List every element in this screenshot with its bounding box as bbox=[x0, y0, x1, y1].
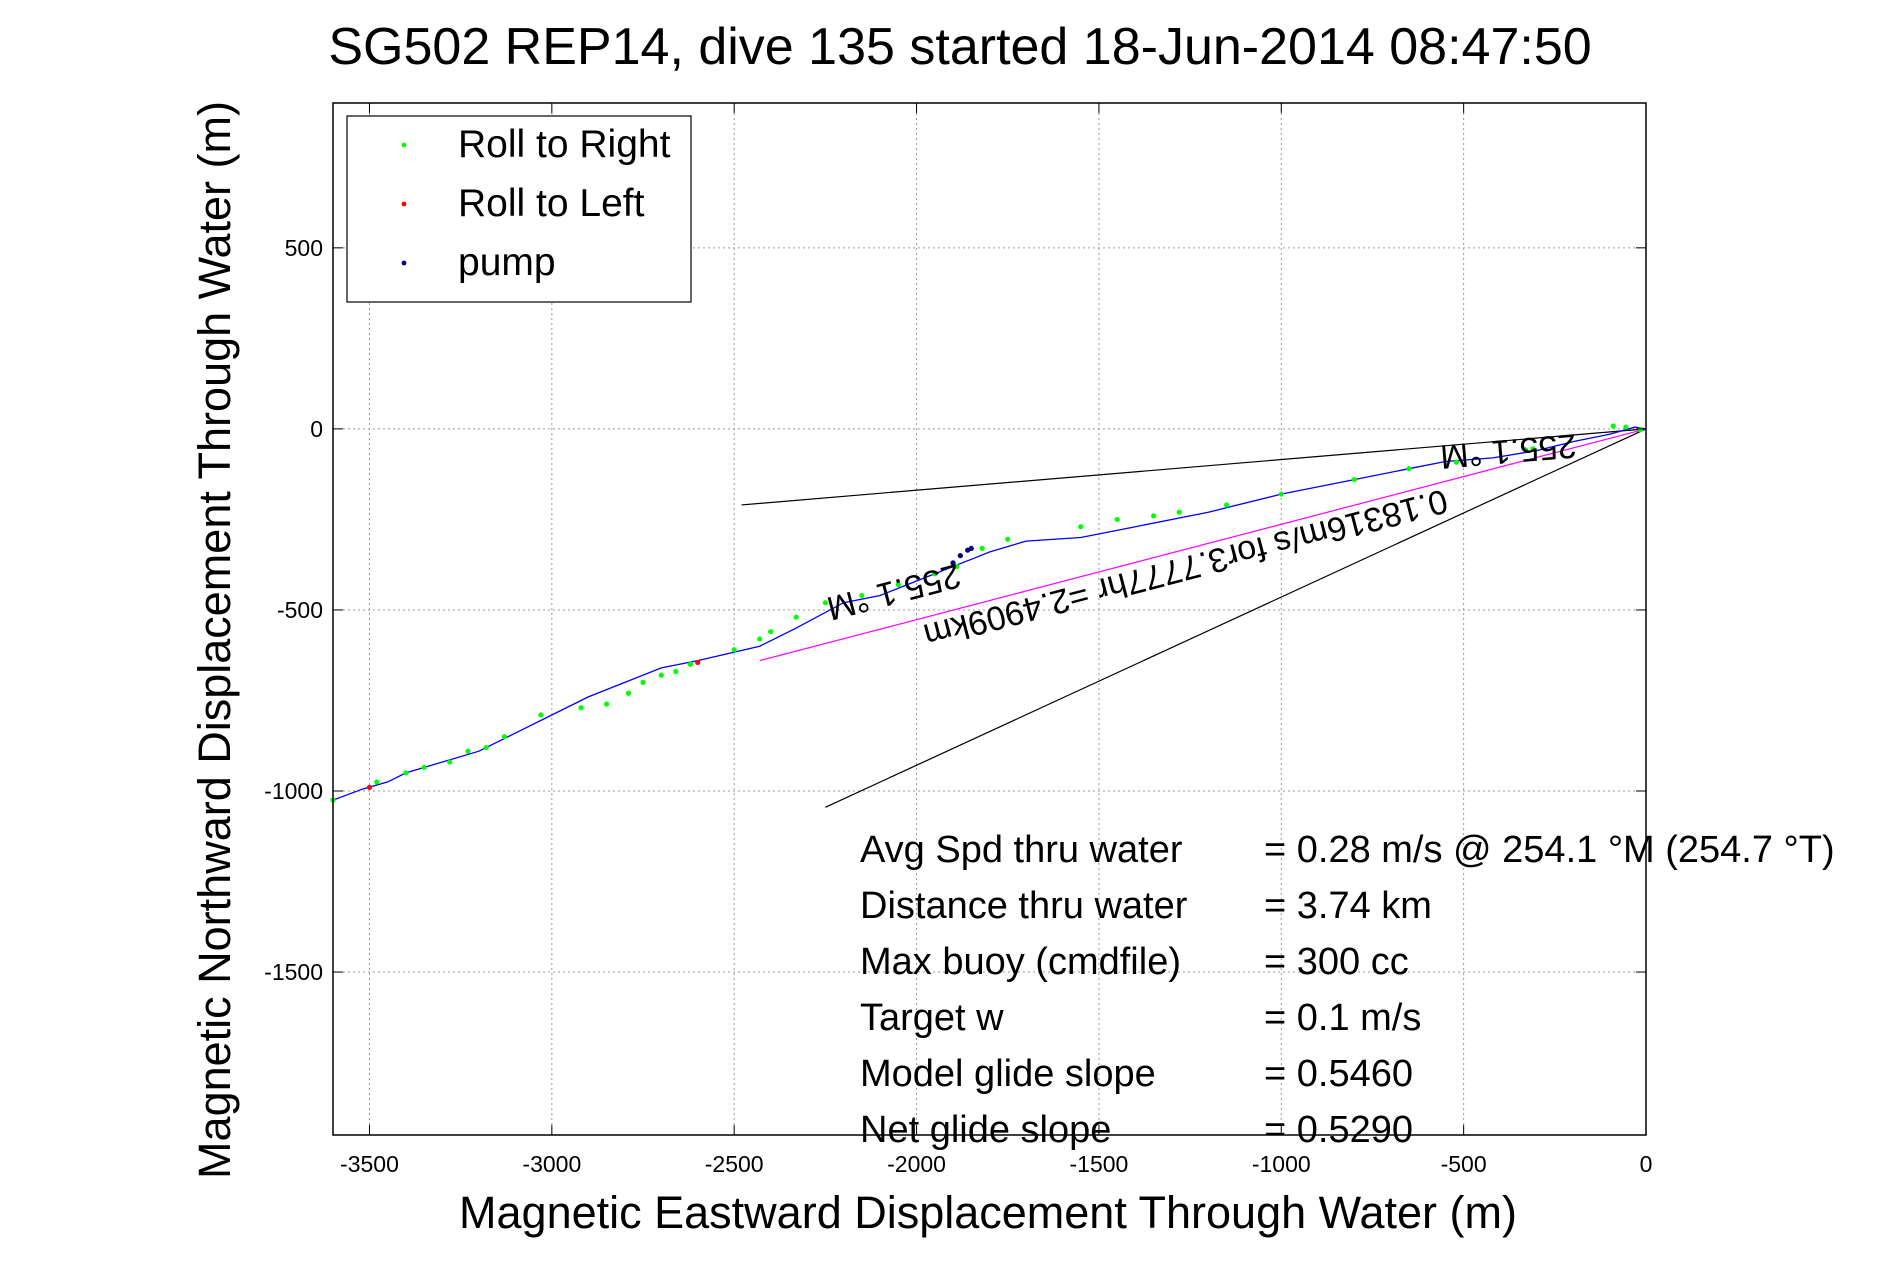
roll-right-point bbox=[421, 764, 427, 771]
y-axis-ticks: 500 0 -500 -1000 -1500 bbox=[264, 235, 1646, 985]
y-tick-label: -1000 bbox=[264, 778, 323, 804]
pump-point bbox=[950, 560, 956, 566]
roll-right-point bbox=[859, 592, 865, 599]
roll-right-point bbox=[1610, 423, 1616, 429]
roll-right-point bbox=[578, 705, 584, 711]
roll-right-point bbox=[465, 748, 471, 754]
roll-right-point bbox=[979, 545, 985, 551]
roll-right-point bbox=[1637, 427, 1644, 433]
roll-right-point bbox=[1078, 524, 1084, 530]
roll-right-point bbox=[640, 679, 646, 685]
roll-right-point bbox=[1176, 509, 1182, 515]
roll-right-point bbox=[687, 661, 694, 667]
annotation-line bbox=[759, 428, 1647, 662]
y-tick-label: -1500 bbox=[264, 959, 323, 985]
x-tick-label: -2000 bbox=[887, 1151, 946, 1177]
stat-label: Model glide slope bbox=[860, 1053, 1156, 1095]
stat-label: Max buoy (cmdfile) bbox=[860, 941, 1181, 983]
annotation-lines bbox=[741, 428, 1647, 808]
roll-right-point bbox=[822, 600, 828, 606]
rotated-labels: 255.1 °M 0.18316m/s for3.7777hr =2.4909km… bbox=[823, 426, 1578, 654]
roll-right-point bbox=[1623, 424, 1629, 430]
y-axis-label: Magnetic Northward Displacement Through … bbox=[189, 101, 240, 1179]
stat-value: = 0.1 m/s bbox=[1264, 997, 1421, 1039]
pump-point bbox=[957, 553, 963, 559]
stat-value: = 3.74 km bbox=[1264, 885, 1432, 927]
roll-right-point bbox=[1530, 446, 1536, 452]
roll-right-point bbox=[757, 636, 763, 642]
roll-right-point bbox=[1406, 466, 1412, 472]
legend-label: Roll to Right bbox=[458, 123, 671, 166]
roll-right-point bbox=[932, 571, 938, 577]
pump-point bbox=[965, 547, 971, 553]
legend: Roll to Right Roll to Left pump bbox=[346, 115, 692, 303]
chart-title: SG502 REP14, dive 135 started 18-Jun-201… bbox=[328, 18, 1591, 76]
rotated-label: 0.18316m/s for3.7777hr =2.4909km bbox=[920, 481, 1452, 654]
legend-label: Roll to Left bbox=[458, 182, 645, 225]
roll-left-point bbox=[366, 784, 373, 790]
legend-box bbox=[346, 115, 692, 303]
roll-right-point bbox=[1005, 536, 1011, 542]
annotation-line bbox=[825, 428, 1647, 808]
roll-right-point bbox=[1223, 502, 1230, 508]
legend-label: pump bbox=[458, 241, 556, 284]
stat-label: Distance thru water bbox=[860, 885, 1188, 927]
y-tick-label: 0 bbox=[310, 416, 323, 442]
x-tick-label: 0 bbox=[1640, 1151, 1653, 1177]
x-axis-label: Magnetic Eastward Displacement Through W… bbox=[459, 1187, 1517, 1238]
roll-right-point bbox=[1278, 491, 1284, 497]
x-tick-label: -1000 bbox=[1252, 1151, 1311, 1177]
x-axis-ticks: -3500 -3000 -2500 -2000 -1500 -1000 -500 0 bbox=[340, 103, 1652, 1177]
y-tick-label: 500 bbox=[285, 235, 323, 261]
roll-right-point bbox=[501, 734, 508, 740]
stat-label: Net glide slope bbox=[860, 1109, 1111, 1151]
annotation-line bbox=[741, 428, 1647, 506]
stat-value: = 0.28 m/s @ 254.1 °M (254.7 °T) bbox=[1264, 829, 1835, 871]
roll-right-point bbox=[1114, 516, 1120, 523]
roll-left-point bbox=[695, 659, 701, 666]
roll-right-point bbox=[895, 582, 901, 588]
stats-block: Avg Spd thru water = 0.28 m/s @ 254.1 °M … bbox=[860, 829, 1835, 1151]
rotated-label: 255.1 °M bbox=[1439, 426, 1578, 475]
x-tick-label: -3000 bbox=[522, 1151, 581, 1177]
stat-value: = 0.5290 bbox=[1264, 1109, 1413, 1151]
roll-right-point bbox=[403, 770, 409, 776]
x-tick-label: -1500 bbox=[1070, 1151, 1129, 1177]
roll-right-point bbox=[1523, 447, 1529, 453]
stat-value: = 0.5460 bbox=[1264, 1053, 1413, 1095]
stat-label: Target w bbox=[860, 997, 1004, 1039]
roll-right-point bbox=[673, 668, 679, 675]
stat-value: = 300 cc bbox=[1264, 941, 1409, 983]
roll-right-point bbox=[1151, 513, 1157, 519]
x-tick-label: -500 bbox=[1441, 1151, 1487, 1177]
roll-right-point bbox=[538, 712, 544, 718]
roll-right-point bbox=[658, 672, 664, 678]
roll-right-point bbox=[603, 701, 610, 707]
roll-right-point bbox=[374, 779, 380, 785]
roll-right-point bbox=[731, 647, 737, 653]
plot-frame bbox=[332, 102, 1647, 1136]
legend-marker bbox=[401, 142, 407, 148]
roll-right-point bbox=[1351, 476, 1357, 483]
y-tick-label: -500 bbox=[277, 597, 323, 623]
legend-marker bbox=[401, 260, 407, 266]
stat-label: Avg Spd thru water bbox=[860, 829, 1183, 871]
roll-right-point bbox=[1453, 459, 1459, 465]
legend-marker bbox=[401, 201, 407, 207]
x-tick-label: -2500 bbox=[705, 1151, 764, 1177]
roll-right-point bbox=[954, 563, 960, 570]
x-tick-label: -3500 bbox=[340, 1151, 399, 1177]
roll-right-point bbox=[625, 690, 632, 696]
track-points bbox=[330, 423, 1644, 803]
roll-right-point bbox=[447, 759, 453, 765]
roll-right-point bbox=[793, 614, 799, 620]
roll-right-point bbox=[768, 629, 774, 635]
roll-right-point bbox=[483, 744, 489, 751]
